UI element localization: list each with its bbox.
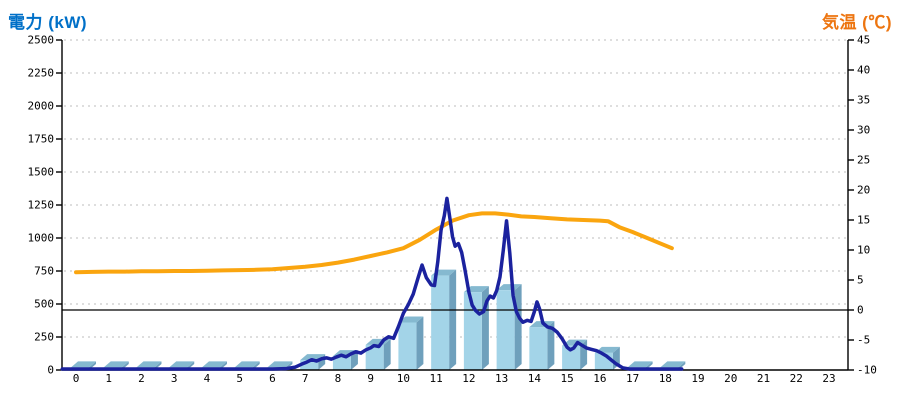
x-label-0: 0	[73, 372, 80, 385]
right-axis-title: 気温 (℃)	[821, 13, 892, 32]
y-left-label-0: 0	[47, 364, 54, 377]
x-label-14: 14	[528, 372, 542, 385]
y-left-label-1250: 1250	[28, 199, 55, 212]
y-right-label-10: 10	[857, 244, 870, 257]
x-label-22: 22	[790, 372, 803, 385]
x-label-19: 19	[691, 372, 704, 385]
x-label-18: 18	[659, 372, 672, 385]
bar-hour-9	[365, 338, 391, 370]
x-label-23: 23	[822, 372, 835, 385]
y-right-label-0: 0	[857, 304, 864, 317]
y-left-label-2250: 2250	[28, 67, 55, 80]
y-right-label-5: 5	[857, 274, 864, 287]
bar-hour-10	[398, 316, 424, 370]
x-label-15: 15	[560, 372, 573, 385]
y-right-label-15: 15	[857, 214, 870, 227]
y-left-label-750: 750	[34, 265, 54, 278]
y-left-label-1000: 1000	[28, 232, 55, 245]
y-left-label-250: 250	[34, 331, 54, 344]
x-label-9: 9	[367, 372, 374, 385]
x-label-8: 8	[335, 372, 342, 385]
y-left-label-1500: 1500	[28, 166, 55, 179]
y-right-label-30: 30	[857, 124, 870, 137]
y-right-label-45: 45	[857, 34, 870, 47]
y-left-label-1750: 1750	[28, 133, 55, 146]
y-right-label-40: 40	[857, 64, 870, 77]
x-label-7: 7	[302, 372, 309, 385]
x-label-21: 21	[757, 372, 770, 385]
x-label-2: 2	[138, 372, 145, 385]
y-left-label-2500: 2500	[28, 34, 55, 47]
x-label-17: 17	[626, 372, 639, 385]
x-label-20: 20	[724, 372, 737, 385]
x-label-1: 1	[105, 372, 112, 385]
y-left-label-500: 500	[34, 298, 54, 311]
bar-hour-11	[431, 269, 457, 370]
bar-hour-14	[529, 321, 555, 370]
bar-hour-13	[496, 284, 522, 370]
x-label-13: 13	[495, 372, 508, 385]
power-line	[60, 196, 684, 371]
y-right-label--10: -10	[857, 364, 877, 377]
x-label-12: 12	[462, 372, 475, 385]
bar-hour-12	[463, 286, 489, 370]
x-label-4: 4	[204, 372, 211, 385]
x-label-5: 5	[236, 372, 243, 385]
y-right-label-20: 20	[857, 184, 870, 197]
y-right-label--5: -5	[857, 334, 870, 347]
x-label-10: 10	[397, 372, 410, 385]
y-right-label-35: 35	[857, 94, 870, 107]
x-label-6: 6	[269, 372, 276, 385]
x-label-11: 11	[430, 372, 443, 385]
y-right-label-25: 25	[857, 154, 870, 167]
y-left-label-2000: 2000	[28, 100, 55, 113]
temperature-line	[74, 211, 674, 275]
x-label-16: 16	[593, 372, 606, 385]
x-label-3: 3	[171, 372, 178, 385]
left-axis-title: 電力 (kW)	[8, 13, 88, 32]
